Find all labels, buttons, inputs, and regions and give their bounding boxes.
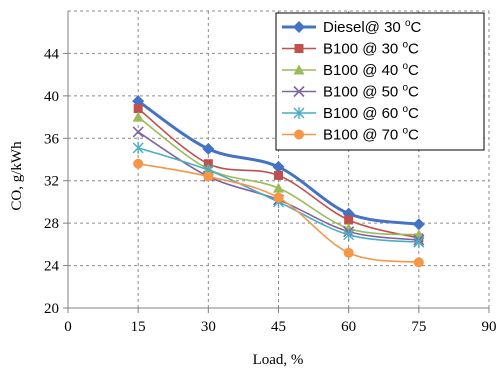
x-axis-title: Load, %: [253, 352, 304, 368]
series-6-point-30: [203, 171, 214, 182]
legend-swatch-marker-4: [293, 85, 305, 98]
legend-label-1: Diesel@ 30 oC: [323, 18, 422, 36]
x-tick-label-15: 15: [131, 319, 146, 335]
y-tick-label-44: 44: [44, 46, 60, 62]
series-5-point-75: [413, 236, 425, 249]
legend-label-4: B100 @ 50 oC: [323, 83, 419, 101]
series-5-point-15: [132, 141, 144, 154]
x-tick-label-60: 60: [341, 319, 356, 335]
series-6-point-45: [273, 192, 284, 203]
x-tick-labels: 0 15 30 45 60 75 90: [64, 319, 496, 335]
series-group: [132, 95, 425, 268]
series-4-point-15: [132, 126, 144, 138]
series-1-point-45: [272, 160, 285, 173]
legend-swatch-marker-6: [294, 129, 304, 140]
series-1-point-75: [412, 218, 425, 231]
axes: [63, 11, 490, 313]
legend-label-3: B100 @ 40 oC: [323, 61, 419, 79]
legend-item-2: B100 @ 30 oC: [282, 40, 419, 58]
y-tick-label-40: 40: [44, 89, 59, 105]
y-tick-label-32: 32: [44, 174, 59, 190]
y-tick-label-20: 20: [44, 301, 59, 317]
legend-swatch-marker-2: [294, 44, 304, 53]
series-1-point-30: [202, 142, 215, 155]
series-6-point-15: [133, 158, 144, 169]
legend-swatch-marker-3: [293, 64, 305, 75]
legend-item-1: Diesel@ 30 oC: [282, 18, 422, 36]
legend-item-3: B100 @ 40 oC: [282, 61, 419, 79]
x-tick-label-45: 45: [271, 319, 286, 335]
y-tick-label-24: 24: [44, 259, 60, 275]
legend-item-4: B100 @ 50 oC: [282, 83, 419, 101]
series-3-point-45: [273, 182, 284, 193]
series-6: [133, 158, 424, 268]
legend-swatch-marker-5: [293, 107, 305, 119]
x-tick-label-30: 30: [201, 319, 216, 335]
x-tick-label-90: 90: [482, 319, 497, 335]
series-6-point-60: [343, 247, 354, 258]
legend-item-6: B100 @ 70 oC: [282, 126, 419, 144]
legend-label-2: B100 @ 30 oC: [323, 40, 419, 58]
y-tick-labels: 20 24 28 32 36 40 44: [44, 46, 60, 317]
series-6-point-75: [413, 257, 424, 268]
y-tick-label-28: 28: [44, 216, 59, 232]
legend-item-5: B100 @ 60 oC: [282, 104, 419, 122]
x-tick-label-75: 75: [411, 319, 426, 335]
series-2-point-45: [274, 170, 283, 180]
series-2-point-60: [344, 215, 354, 225]
y-tick-label-36: 36: [44, 131, 60, 147]
series-2-point-15: [133, 104, 143, 114]
legend-swatch-marker-1: [293, 21, 305, 33]
legend-label-6: B100 @ 70 oC: [323, 126, 419, 144]
series-1: [132, 95, 425, 231]
legend: Diesel@ 30 oC B100 @ 30 oC B100 @ 40 oC B10…: [275, 12, 485, 151]
series-5-point-60: [343, 228, 355, 241]
x-tick-label-0: 0: [64, 319, 72, 335]
legend-label-5: B100 @ 60 oC: [323, 104, 419, 122]
series-3-point-15: [132, 111, 144, 122]
y-axis-title: CO, g/kWh: [9, 141, 25, 211]
legend-box: [275, 12, 485, 151]
